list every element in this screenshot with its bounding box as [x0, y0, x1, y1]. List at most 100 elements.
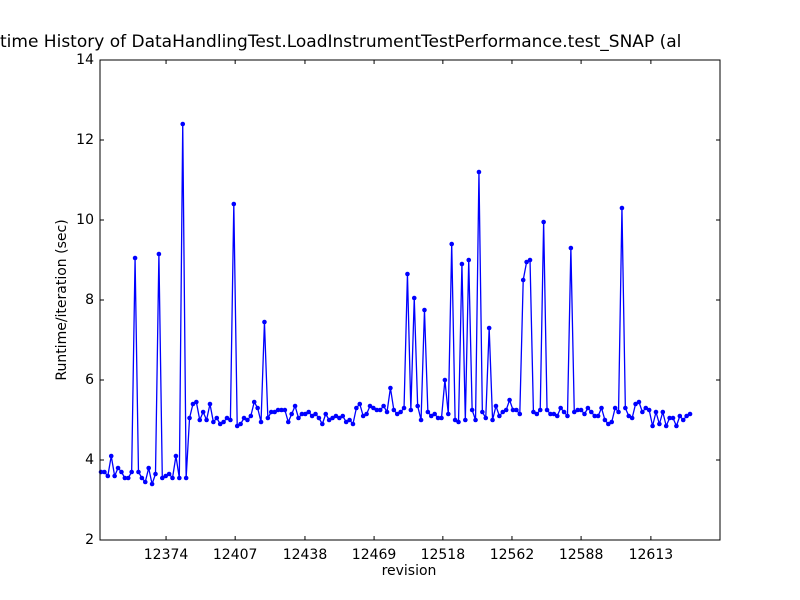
data-point — [650, 423, 655, 429]
data-point — [463, 417, 468, 423]
data-point — [367, 403, 373, 409]
data-point — [670, 415, 676, 421]
data-point — [268, 409, 274, 415]
data-point — [571, 409, 577, 415]
data-point — [486, 325, 492, 331]
data-point — [364, 411, 369, 417]
data-point — [323, 411, 329, 417]
data-point — [418, 417, 424, 423]
data-point — [589, 409, 594, 415]
data-point — [122, 475, 128, 481]
data-point — [306, 409, 312, 415]
data-point — [125, 475, 131, 481]
data-point — [142, 479, 148, 485]
data-point — [170, 475, 175, 481]
data-point — [561, 409, 567, 415]
data-point — [180, 121, 186, 127]
data-point — [534, 411, 540, 417]
data-point — [606, 421, 611, 427]
data-point — [435, 415, 441, 421]
data-point — [660, 409, 666, 415]
data-point — [524, 259, 529, 265]
data-point — [503, 407, 509, 413]
data-point — [595, 413, 601, 419]
data-point — [292, 403, 298, 409]
x-tick-label: 12613 — [629, 547, 674, 563]
data-point — [677, 413, 683, 419]
data-point — [313, 411, 318, 417]
data-point — [371, 405, 376, 411]
data-point — [381, 403, 386, 409]
data-point — [289, 411, 294, 417]
y-tick-label: 8 — [85, 292, 94, 308]
data-point — [548, 411, 553, 417]
data-point — [568, 245, 574, 251]
y-tick-label: 2 — [85, 532, 94, 548]
data-point — [544, 407, 550, 413]
data-point — [636, 399, 642, 405]
y-axis-label: Runtime/iteration (sec) — [54, 219, 70, 380]
data-point — [316, 415, 322, 421]
data-point — [602, 417, 608, 423]
data-point — [377, 407, 383, 413]
data-point — [599, 405, 604, 411]
data-point — [490, 417, 495, 423]
data-point — [674, 423, 679, 429]
data-point — [108, 453, 114, 459]
data-point — [551, 411, 557, 417]
data-point — [357, 401, 363, 407]
data-point — [374, 407, 380, 413]
data-point — [207, 401, 213, 407]
data-point — [282, 407, 288, 413]
data-point — [343, 419, 349, 425]
data-point — [663, 423, 669, 429]
data-point — [262, 319, 267, 325]
data-point — [173, 453, 179, 459]
data-point — [653, 409, 659, 415]
data-point — [582, 411, 587, 417]
x-tick-label: 12562 — [490, 547, 535, 563]
data-point — [422, 307, 427, 313]
data-point — [517, 411, 523, 417]
data-point — [476, 169, 482, 175]
data-point — [565, 413, 570, 419]
data-point — [347, 417, 352, 423]
data-point — [405, 271, 410, 277]
data-point — [115, 465, 121, 471]
x-tick-label: 12518 — [421, 547, 466, 563]
data-point — [296, 415, 301, 421]
data-point — [224, 415, 230, 421]
data-point — [354, 405, 359, 411]
y-tick-label: 12 — [76, 132, 94, 148]
data-point — [537, 407, 543, 413]
data-point — [166, 471, 172, 477]
data-point — [633, 401, 638, 407]
data-point — [442, 377, 448, 383]
x-tick-label: 12438 — [283, 547, 328, 563]
data-point — [480, 409, 485, 415]
data-point — [541, 219, 546, 225]
data-point — [493, 403, 499, 409]
data-point — [285, 419, 291, 425]
plot-frame — [99, 59, 721, 541]
data-point — [279, 407, 284, 413]
data-point — [520, 277, 526, 283]
data-point — [200, 409, 206, 415]
data-point — [190, 401, 196, 407]
data-point — [231, 201, 237, 207]
data-point — [320, 421, 325, 427]
x-axis-label: revision — [382, 563, 437, 579]
data-point — [102, 469, 107, 475]
data-point — [408, 407, 414, 413]
data-point — [204, 417, 209, 423]
data-point — [398, 409, 403, 415]
data-point — [646, 407, 652, 413]
data-point — [469, 407, 475, 413]
x-tick-label: 12469 — [352, 547, 397, 563]
data-point — [119, 469, 124, 475]
data-point — [415, 403, 420, 409]
data-point — [360, 413, 366, 419]
data-point — [197, 417, 203, 423]
data-point — [394, 411, 400, 417]
